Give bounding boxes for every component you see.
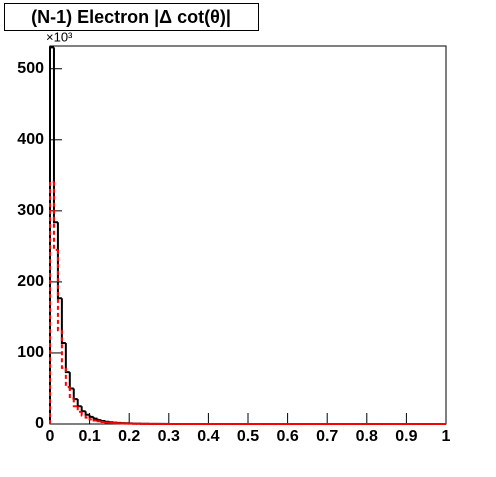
x-tick-label: 0.4 (197, 428, 219, 445)
y-tick-label: 500 (17, 60, 44, 77)
x-tick-label: 0.1 (78, 428, 100, 445)
chart-title: (N-1) Electron |Δ cot(θ)| (31, 7, 231, 27)
y-tick-label: 400 (17, 131, 44, 148)
x-tick-label: 0.8 (356, 428, 378, 445)
x-tick-label: 0.7 (316, 428, 338, 445)
y-tick-label: 200 (17, 273, 44, 290)
x-tick-label: 0.5 (237, 428, 259, 445)
x-tick-label: 0.6 (276, 428, 298, 445)
x-tick-label: 0.2 (118, 428, 140, 445)
y-tick-label: 0 (35, 415, 44, 432)
histogram-step (101, 420, 105, 421)
y-tick-label: 300 (17, 202, 44, 219)
x-tick-label: 0.3 (158, 428, 180, 445)
x-tick-label: 0.9 (395, 428, 417, 445)
x-tick-label: 0 (46, 428, 55, 445)
x-tick-label: 1 (442, 428, 451, 445)
y-multiplier: ×10³ (46, 29, 73, 44)
y-tick-label: 100 (17, 344, 44, 361)
